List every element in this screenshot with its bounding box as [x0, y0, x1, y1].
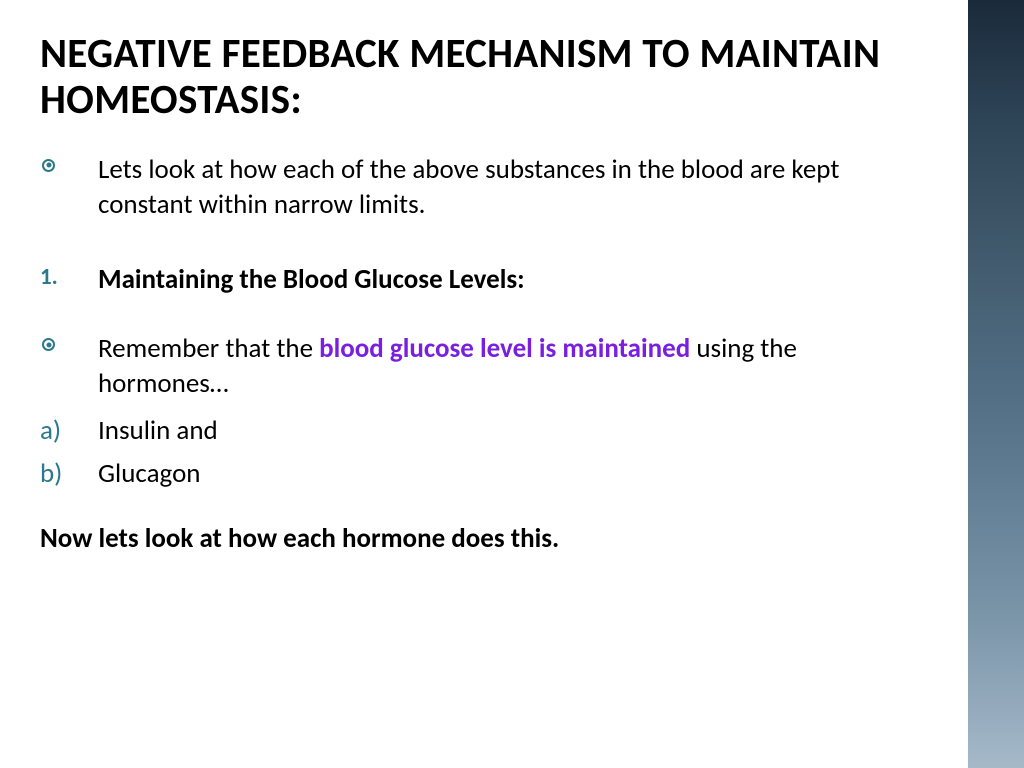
- decorative-side-bar: [966, 0, 1024, 768]
- number-marker: 1.: [40, 262, 98, 293]
- bullet-text: Lets look at how each of the above subst…: [98, 152, 920, 222]
- text-highlight: blood glucose level is maintained: [319, 332, 690, 365]
- alpha-marker: a): [40, 413, 98, 448]
- bullet-item-intro: Lets look at how each of the above subst…: [40, 152, 920, 222]
- slide-content: NEGATIVE FEEDBACK MECHANISM TO MAINTAIN …: [40, 32, 920, 557]
- slide-body: Lets look at how each of the above subst…: [40, 152, 920, 557]
- alpha-text: Insulin and: [98, 413, 920, 448]
- bullet-icon: [40, 152, 98, 171]
- bullet-text-mixed: Remember that the blood glucose level is…: [98, 331, 920, 401]
- alpha-marker: b): [40, 456, 98, 491]
- slide-title: NEGATIVE FEEDBACK MECHANISM TO MAINTAIN …: [40, 32, 920, 124]
- alpha-item-b: b) Glucagon: [40, 456, 920, 491]
- numbered-text: Maintaining the Blood Glucose Levels:: [98, 262, 920, 297]
- numbered-item-1: 1. Maintaining the Blood Glucose Levels:: [40, 262, 920, 297]
- bullet-item-remember: Remember that the blood glucose level is…: [40, 331, 920, 401]
- closing-text: Now lets look at how each hormone does t…: [40, 521, 920, 556]
- slide: NEGATIVE FEEDBACK MECHANISM TO MAINTAIN …: [0, 0, 1024, 768]
- text-pre: Remember that the: [98, 332, 319, 365]
- bullet-icon: [40, 331, 98, 350]
- alpha-text: Glucagon: [98, 456, 920, 491]
- alpha-item-a: a) Insulin and: [40, 413, 920, 448]
